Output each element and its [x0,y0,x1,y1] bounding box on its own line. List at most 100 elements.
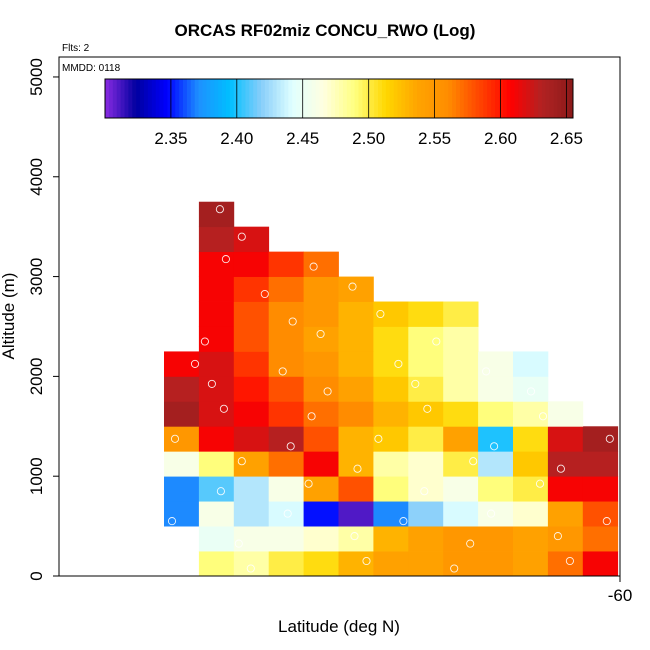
colorbar-segment [280,79,285,118]
heatmap-cell [408,326,444,352]
heatmap-cell [478,501,514,527]
heatmap-cell [164,376,200,402]
heatmap-cell [408,501,444,527]
colorbar-segment [498,79,504,118]
colorbar-segment [370,79,375,118]
colorbar-segment [206,79,211,118]
heatmap-cell [513,501,549,527]
colorbar-segment [557,79,562,118]
heatmap-cell [198,501,235,527]
sample-point-marker [353,464,362,473]
heatmap-cell [513,451,549,477]
heatmap-cell [164,426,200,452]
sample-point-marker [376,309,385,319]
heatmap-cell [198,451,235,477]
colorbar-segment [296,79,301,118]
heatmap-cell [443,426,479,452]
colorbar-segment [405,79,410,118]
heatmap-cell [268,401,304,427]
colorbar-segment [222,79,227,118]
sample-point-marker [190,359,200,368]
colorbar-tick-label: 2.55 [418,129,451,148]
sample-point-marker [490,442,499,451]
heatmap-cell [198,326,235,352]
colorbar-segment [374,79,379,118]
x-tick-label: -60 [608,586,633,605]
heatmap-cell [303,551,339,577]
colorbar-segment [440,79,445,118]
colorbar-segment [569,79,574,118]
colorbar-tick-label: 2.35 [154,129,187,148]
heatmap-cell [268,376,304,402]
sample-point-marker [553,532,562,541]
colorbar-segment [144,79,149,118]
y-tick-label: 1000 [27,457,46,495]
heatmap-cell [303,501,339,527]
heatmap-cell [198,301,235,327]
heatmap-cell [478,426,514,452]
colorbar-segment [132,79,137,118]
colorbar-segment [311,79,317,118]
colorbar-segment [155,79,161,118]
colorbar-segment [420,79,426,118]
heatmap-cell [513,551,549,577]
sample-point-marker [307,412,316,421]
colorbar: 2.35 2.40 2.45 2.50 2.55 2.60 2.65 [104,78,583,148]
heatmap-cell [547,451,584,477]
heatmap-cell [268,501,304,527]
heatmap-cell [373,526,409,552]
heatmap-cell [582,501,619,527]
sample-point-marker [323,387,332,396]
colorbar-segment [307,79,313,118]
heatmap-cell [408,476,444,502]
colorbar-segment [510,79,515,118]
heatmap-cell [338,276,374,302]
colorbar-segment [233,79,239,118]
heatmap-cell [373,426,409,452]
colorbar-tick-label: 2.45 [286,129,319,148]
colorbar-segment [541,79,547,118]
flights-label: Flts: 2 [62,43,90,54]
heatmap-cell [198,351,235,377]
y-axis-label: Altitude (m) [0,273,18,360]
colorbar-segment [549,79,554,118]
heatmap-cell [233,301,270,327]
heatmap-cell [338,451,374,477]
sample-point-marker [374,434,383,443]
heatmap-cell [478,351,514,377]
sample-point-marker [411,379,420,388]
heatmap-cell [303,451,339,477]
sample-point-marker [219,404,228,413]
colorbar-segment [424,79,430,118]
heatmap-cell [303,526,339,552]
heatmap-cells [164,201,619,577]
colorbar-segment [186,79,192,118]
heatmap-cell [164,351,200,377]
heatmap-cell [268,326,304,352]
colorbar-segment [354,79,359,118]
sample-point-marker [237,457,246,466]
colorbar-segment [249,79,254,118]
heatmap-cell [408,351,444,377]
colorbar-segment [112,79,118,118]
sample-point-marker [237,232,246,241]
colorbar-segment [214,79,219,118]
heatmap-cell [582,426,619,452]
colorbar-segment [350,79,356,118]
heatmap-cell [373,351,409,377]
sample-point-marker [487,509,496,518]
colorbar-segment [409,79,414,118]
heatmap-cell [198,426,235,452]
colorbar-segment [495,79,500,118]
sample-point-marker [167,517,177,526]
colorbar-segment [506,79,512,118]
heatmap-cell [513,401,549,427]
heatmap-cell [233,426,270,452]
colorbar-segment [245,79,250,118]
date-label: MMDD: 0118 [62,63,121,74]
sample-point-marker [286,442,295,451]
heatmap-cell [408,526,444,552]
heatmap-cell [338,326,374,352]
heatmap-cell [443,326,479,352]
sample-point-marker [348,282,357,291]
